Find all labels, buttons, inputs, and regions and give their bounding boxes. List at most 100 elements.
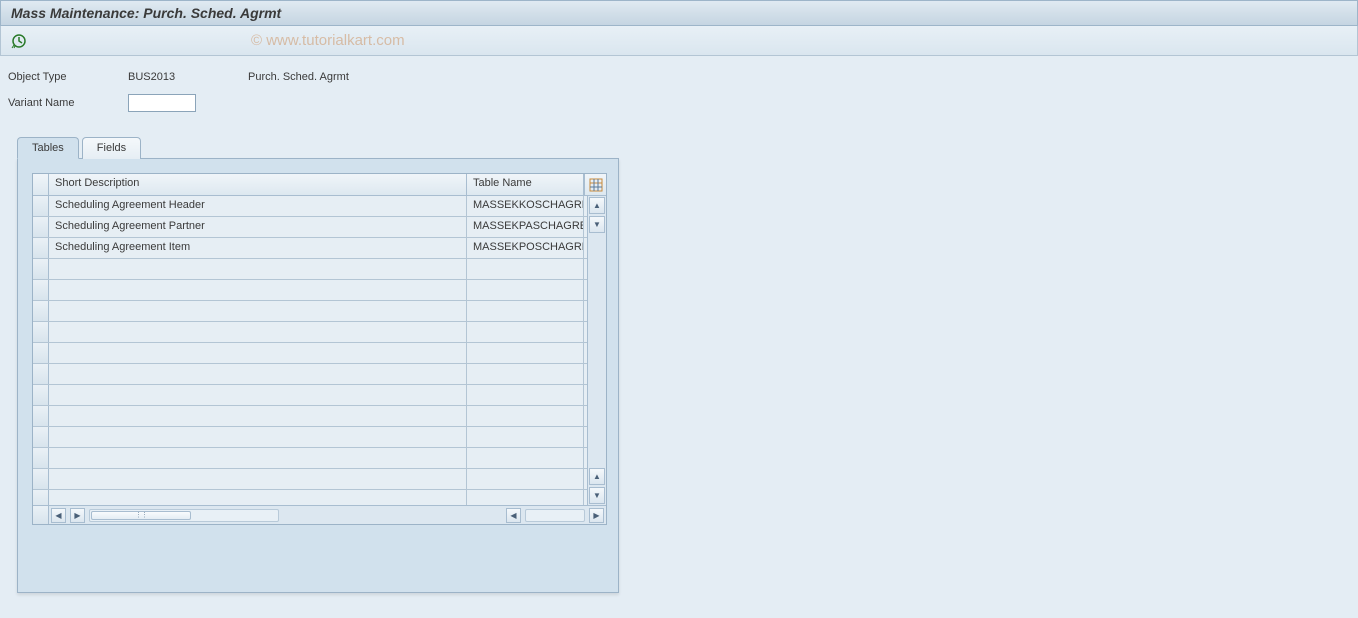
row-selector[interactable]	[33, 280, 49, 300]
hscroll-area: ◀ ▶ ◀ ▶	[49, 506, 606, 524]
hscroll-thumb[interactable]	[91, 511, 191, 520]
scroll-down-button-2[interactable]: ▼	[589, 487, 605, 504]
hscroll-track-left[interactable]	[89, 509, 279, 522]
row-selector[interactable]	[33, 448, 49, 468]
table-row[interactable]	[33, 280, 587, 301]
cell-desc[interactable]	[49, 469, 467, 489]
cell-name[interactable]	[467, 259, 584, 279]
variant-row: Variant Name	[8, 92, 1350, 114]
select-all-button[interactable]	[33, 174, 49, 195]
cell-desc[interactable]	[49, 301, 467, 321]
table-row[interactable]	[33, 364, 587, 385]
row-selector[interactable]	[33, 385, 49, 405]
hscroll-right-2[interactable]: ▶	[589, 508, 604, 523]
tab-panel: Short Description Table Name Scheduling …	[17, 158, 619, 593]
row-selector[interactable]	[33, 343, 49, 363]
hscroll-left-1[interactable]: ◀	[51, 508, 66, 523]
row-selector[interactable]	[33, 301, 49, 321]
scroll-up-button-2[interactable]: ▲	[589, 468, 605, 485]
table-row[interactable]: Scheduling Agreement HeaderMASSEKKOSCHAG…	[33, 196, 587, 217]
cell-name[interactable]	[467, 364, 584, 384]
row-selector[interactable]	[33, 490, 49, 505]
tab-fields[interactable]: Fields	[82, 137, 141, 159]
cell-desc[interactable]	[49, 343, 467, 363]
cell-name[interactable]: MASSEKPOSCHAGREE	[467, 238, 584, 258]
cell-desc[interactable]: Scheduling Agreement Partner	[49, 217, 467, 237]
cell-name[interactable]	[467, 322, 584, 342]
tabs: Tables Fields	[17, 136, 1350, 158]
cell-desc[interactable]: Scheduling Agreement Header	[49, 196, 467, 216]
row-selector[interactable]	[33, 238, 49, 258]
row-selector[interactable]	[33, 427, 49, 447]
cell-desc[interactable]	[49, 259, 467, 279]
cell-name[interactable]	[467, 343, 584, 363]
cell-name[interactable]	[467, 490, 584, 505]
tabstrip: Tables Fields Short Description Table Na…	[17, 136, 1350, 593]
cell-name[interactable]: MASSEKPASCHAGREE	[467, 217, 584, 237]
table-row[interactable]	[33, 301, 587, 322]
row-selector[interactable]	[33, 406, 49, 426]
table-row[interactable]	[33, 427, 587, 448]
scroll-up-button[interactable]: ▲	[589, 197, 605, 214]
cell-desc[interactable]	[49, 385, 467, 405]
table-settings-button[interactable]	[584, 174, 606, 195]
cell-desc[interactable]	[49, 406, 467, 426]
page-title: Mass Maintenance: Purch. Sched. Agrmt	[11, 5, 281, 21]
title-bar: Mass Maintenance: Purch. Sched. Agrmt	[0, 0, 1358, 26]
table-config-icon	[589, 178, 603, 192]
cell-name[interactable]	[467, 406, 584, 426]
cell-name[interactable]	[467, 448, 584, 468]
table-row[interactable]	[33, 259, 587, 280]
form-area: Object Type BUS2013 Purch. Sched. Agrmt …	[0, 56, 1358, 128]
grid-body: Scheduling Agreement HeaderMASSEKKOSCHAG…	[33, 196, 606, 505]
cell-desc[interactable]	[49, 448, 467, 468]
object-type-value: BUS2013	[128, 71, 208, 83]
row-selector[interactable]	[33, 364, 49, 384]
cell-desc[interactable]: Scheduling Agreement Item	[49, 238, 467, 258]
table-row[interactable]: Scheduling Agreement PartnerMASSEKPASCHA…	[33, 217, 587, 238]
hscroll-right-1[interactable]: ▶	[70, 508, 85, 523]
grid-header: Short Description Table Name	[33, 174, 606, 196]
scroll-track[interactable]	[588, 234, 606, 467]
col-header-name[interactable]: Table Name	[467, 174, 584, 195]
table-row[interactable]	[33, 469, 587, 490]
variant-label: Variant Name	[8, 97, 128, 109]
row-selector[interactable]	[33, 217, 49, 237]
toolbar: © www.tutorialkart.com	[0, 26, 1358, 56]
cell-desc[interactable]	[49, 322, 467, 342]
table-row[interactable]	[33, 343, 587, 364]
cell-name[interactable]	[467, 427, 584, 447]
cell-name[interactable]	[467, 385, 584, 405]
row-selector[interactable]	[33, 322, 49, 342]
table-row[interactable]	[33, 406, 587, 427]
row-selector[interactable]	[33, 469, 49, 489]
scroll-down-button[interactable]: ▼	[589, 216, 605, 233]
cell-name[interactable]	[467, 280, 584, 300]
vertical-scrollbar[interactable]: ▲ ▼ ▲ ▼	[587, 196, 606, 505]
object-type-row: Object Type BUS2013 Purch. Sched. Agrmt	[8, 66, 1350, 88]
grid: Short Description Table Name Scheduling …	[32, 173, 607, 525]
object-type-label: Object Type	[8, 71, 128, 83]
cell-desc[interactable]	[49, 427, 467, 447]
table-row[interactable]: Scheduling Agreement ItemMASSEKPOSCHAGRE…	[33, 238, 587, 259]
row-selector[interactable]	[33, 259, 49, 279]
cell-name[interactable]	[467, 301, 584, 321]
tab-tables[interactable]: Tables	[17, 137, 79, 159]
cell-desc[interactable]	[49, 364, 467, 384]
table-row[interactable]	[33, 385, 587, 406]
object-type-desc: Purch. Sched. Agrmt	[248, 71, 349, 83]
row-selector[interactable]	[33, 196, 49, 216]
grid-rows: Scheduling Agreement HeaderMASSEKKOSCHAG…	[33, 196, 587, 505]
cell-desc[interactable]	[49, 280, 467, 300]
hscroll-left-2[interactable]: ◀	[506, 508, 521, 523]
cell-name[interactable]	[467, 469, 584, 489]
table-row[interactable]	[33, 322, 587, 343]
table-row[interactable]	[33, 490, 587, 505]
cell-desc[interactable]	[49, 490, 467, 505]
cell-name[interactable]: MASSEKKOSCHAGREE	[467, 196, 584, 216]
col-header-desc[interactable]: Short Description	[49, 174, 467, 195]
variant-input[interactable]	[128, 94, 196, 112]
hscroll-track-right[interactable]	[525, 509, 585, 522]
table-row[interactable]	[33, 448, 587, 469]
execute-button[interactable]	[9, 31, 29, 51]
